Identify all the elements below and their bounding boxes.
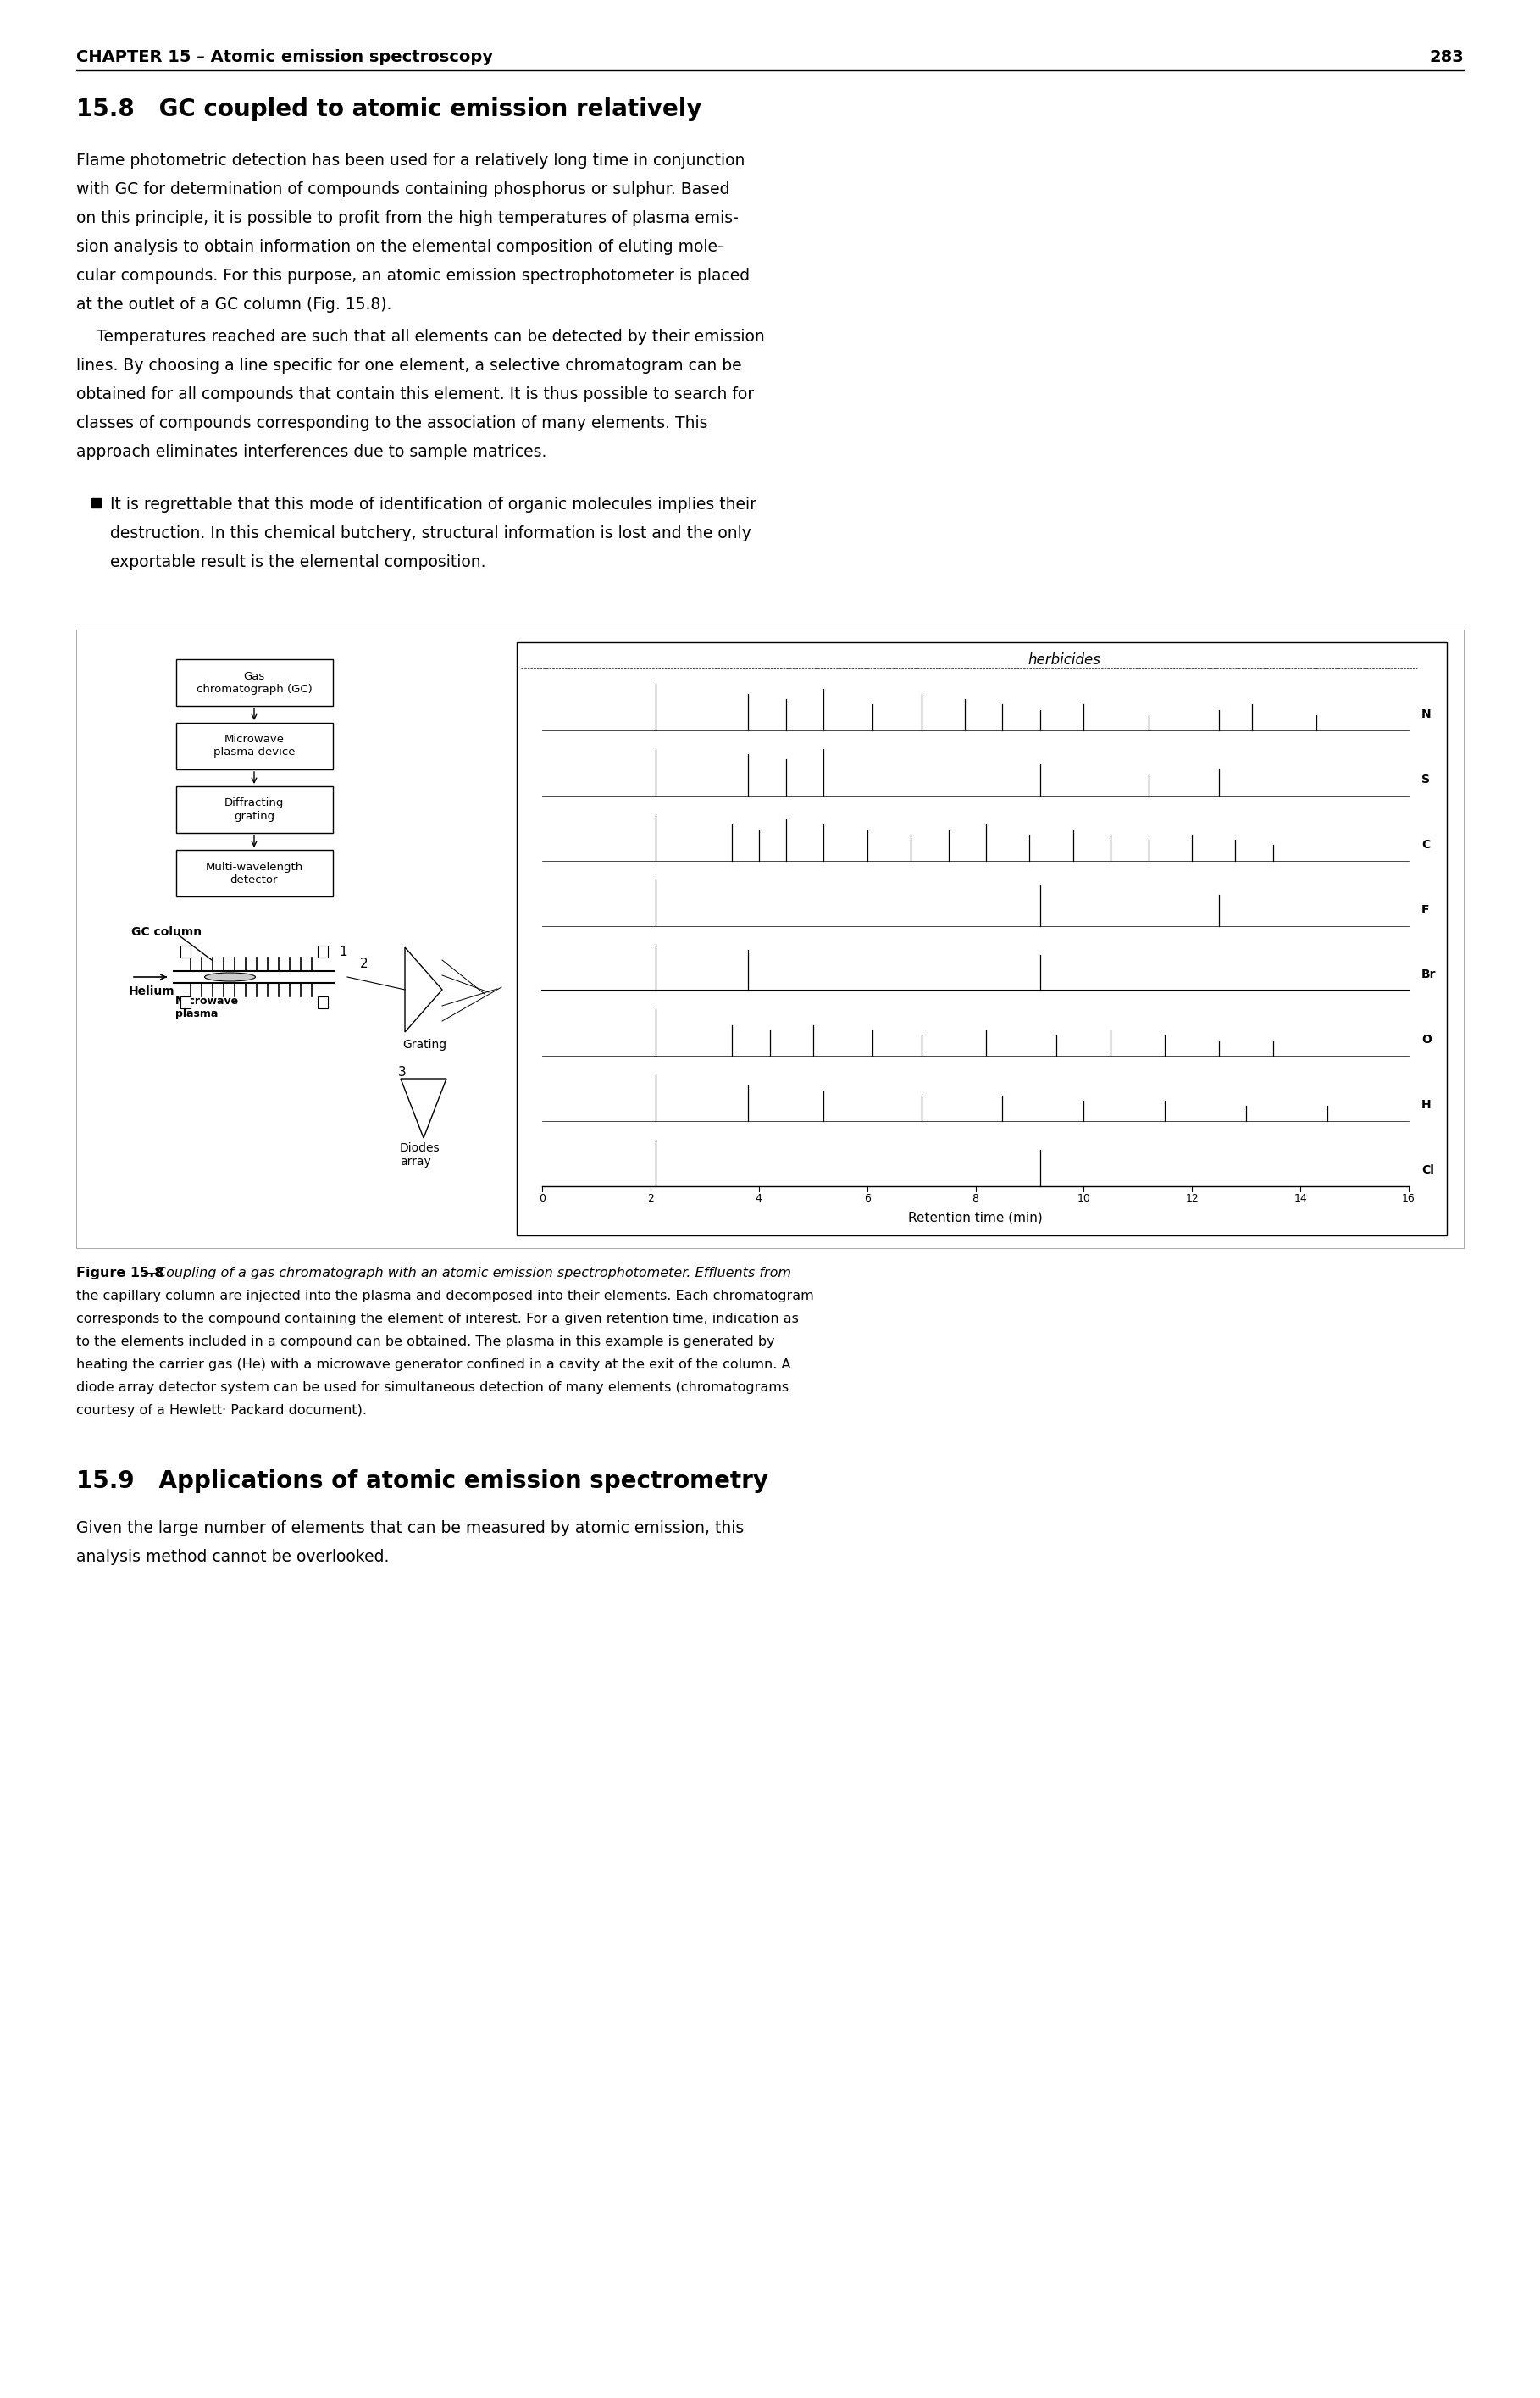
Text: Br: Br <box>1421 969 1437 981</box>
Text: 10: 10 <box>1076 1194 1090 1204</box>
Text: It is regrettable that this mode of identification of organic molecules implies : It is regrettable that this mode of iden… <box>111 496 756 513</box>
Polygon shape <box>91 499 100 508</box>
Text: N: N <box>1421 707 1431 719</box>
Text: Temperatures reached are such that all elements can be detected by their emissio: Temperatures reached are such that all e… <box>77 329 765 345</box>
Text: cular compounds. For this purpose, an atomic emission spectrophotometer is place: cular compounds. For this purpose, an at… <box>77 269 750 283</box>
Text: herbicides: herbicides <box>1029 652 1101 667</box>
Text: to the elements included in a compound can be obtained. The plasma in this examp: to the elements included in a compound c… <box>77 1336 775 1348</box>
Text: Multi-wavelength
detector: Multi-wavelength detector <box>205 861 303 885</box>
Text: Microwave
plasma: Microwave plasma <box>176 995 239 1019</box>
Bar <box>176 659 333 705</box>
Bar <box>176 787 333 832</box>
Text: 8: 8 <box>972 1194 979 1204</box>
Text: with GC for determination of compounds containing phosphorus or sulphur. Based: with GC for determination of compounds c… <box>77 182 730 197</box>
Bar <box>77 631 1463 1247</box>
Text: heating the carrier gas (He) with a microwave generator confined in a cavity at : heating the carrier gas (He) with a micr… <box>77 1357 790 1372</box>
Text: Gas
chromatograph (GC): Gas chromatograph (GC) <box>196 671 313 695</box>
Text: Cl: Cl <box>1421 1165 1434 1175</box>
Text: classes of compounds corresponding to the association of many elements. This: classes of compounds corresponding to th… <box>77 415 708 432</box>
Text: on this principle, it is possible to profit from the high temperatures of plasma: on this principle, it is possible to pro… <box>77 211 739 225</box>
Bar <box>176 722 333 770</box>
Text: 283: 283 <box>1429 48 1463 65</box>
Bar <box>317 945 328 957</box>
Text: 6: 6 <box>864 1194 870 1204</box>
Text: C: C <box>1421 839 1431 851</box>
Bar <box>180 998 191 1007</box>
Bar <box>317 998 328 1007</box>
Text: Diffracting
grating: Diffracting grating <box>225 799 283 823</box>
Text: 15.8   GC coupled to atomic emission relatively: 15.8 GC coupled to atomic emission relat… <box>77 98 702 122</box>
Text: Diodes
array: Diodes array <box>400 1141 440 1168</box>
Text: CHAPTER 15 – Atomic emission spectroscopy: CHAPTER 15 – Atomic emission spectroscop… <box>77 48 493 65</box>
Bar <box>176 849 333 897</box>
Text: at the outlet of a GC column (Fig. 15.8).: at the outlet of a GC column (Fig. 15.8)… <box>77 297 391 312</box>
Text: 15.9   Applications of atomic emission spectrometry: 15.9 Applications of atomic emission spe… <box>77 1470 768 1494</box>
Text: 2: 2 <box>360 957 368 971</box>
Text: sion analysis to obtain information on the elemental composition of eluting mole: sion analysis to obtain information on t… <box>77 240 724 254</box>
Text: 14: 14 <box>1294 1194 1307 1204</box>
Text: Given the large number of elements that can be measured by atomic emission, this: Given the large number of elements that … <box>77 1520 744 1537</box>
Text: 16: 16 <box>1401 1194 1415 1204</box>
Text: Figure 15.8: Figure 15.8 <box>77 1266 163 1281</box>
Text: obtained for all compounds that contain this element. It is thus possible to sea: obtained for all compounds that contain … <box>77 386 755 403</box>
Text: courtesy of a Hewlett· Packard document).: courtesy of a Hewlett· Packard document)… <box>77 1405 367 1417</box>
Text: F: F <box>1421 904 1429 916</box>
Text: —Coupling of a gas chromatograph with an atomic emission spectrophotometer. Effl: —Coupling of a gas chromatograph with an… <box>143 1266 792 1281</box>
Text: S: S <box>1421 775 1429 787</box>
Text: destruction. In this chemical butchery, structural information is lost and the o: destruction. In this chemical butchery, … <box>111 525 752 542</box>
Text: Retention time (min): Retention time (min) <box>909 1211 1043 1225</box>
Text: O: O <box>1421 1034 1432 1046</box>
Text: 3: 3 <box>399 1067 407 1079</box>
Polygon shape <box>400 1079 447 1139</box>
Polygon shape <box>405 947 442 1031</box>
Text: Flame photometric detection has been used for a relatively long time in conjunct: Flame photometric detection has been use… <box>77 153 745 168</box>
Ellipse shape <box>205 974 256 981</box>
Bar <box>517 643 1446 1235</box>
Text: 2: 2 <box>647 1194 654 1204</box>
Text: Microwave
plasma device: Microwave plasma device <box>213 734 296 758</box>
Bar <box>180 945 191 957</box>
Text: Grating: Grating <box>402 1038 447 1050</box>
Text: 0: 0 <box>539 1194 545 1204</box>
Text: lines. By choosing a line specific for one element, a selective chromatogram can: lines. By choosing a line specific for o… <box>77 357 742 374</box>
Text: 12: 12 <box>1186 1194 1198 1204</box>
Text: the capillary column are injected into the plasma and decomposed into their elem: the capillary column are injected into t… <box>77 1290 813 1302</box>
Text: corresponds to the compound containing the element of interest. For a given rete: corresponds to the compound containing t… <box>77 1312 799 1326</box>
Text: approach eliminates interferences due to sample matrices.: approach eliminates interferences due to… <box>77 444 547 460</box>
Text: GC column: GC column <box>131 926 202 938</box>
Text: diode array detector system can be used for simultaneous detection of many eleme: diode array detector system can be used … <box>77 1381 788 1393</box>
Text: exportable result is the elemental composition.: exportable result is the elemental compo… <box>111 554 485 571</box>
Text: analysis method cannot be overlooked.: analysis method cannot be overlooked. <box>77 1549 390 1566</box>
Text: 4: 4 <box>756 1194 762 1204</box>
Text: Helium: Helium <box>129 986 176 998</box>
Text: 1: 1 <box>339 945 346 959</box>
Text: H: H <box>1421 1098 1431 1110</box>
